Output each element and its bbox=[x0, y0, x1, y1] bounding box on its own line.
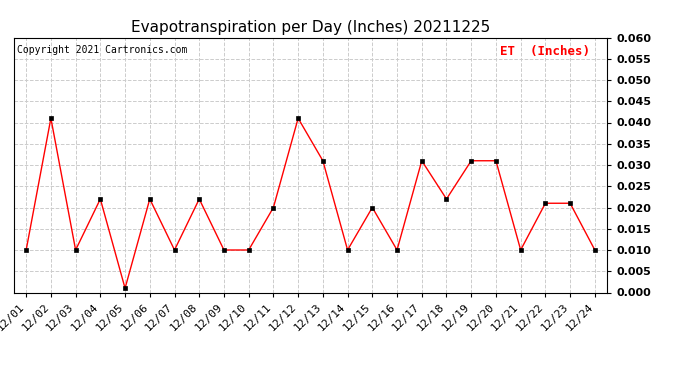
Text: ET  (Inches): ET (Inches) bbox=[500, 45, 591, 58]
Title: Evapotranspiration per Day (Inches) 20211225: Evapotranspiration per Day (Inches) 2021… bbox=[131, 20, 490, 35]
Text: Copyright 2021 Cartronics.com: Copyright 2021 Cartronics.com bbox=[17, 45, 187, 55]
